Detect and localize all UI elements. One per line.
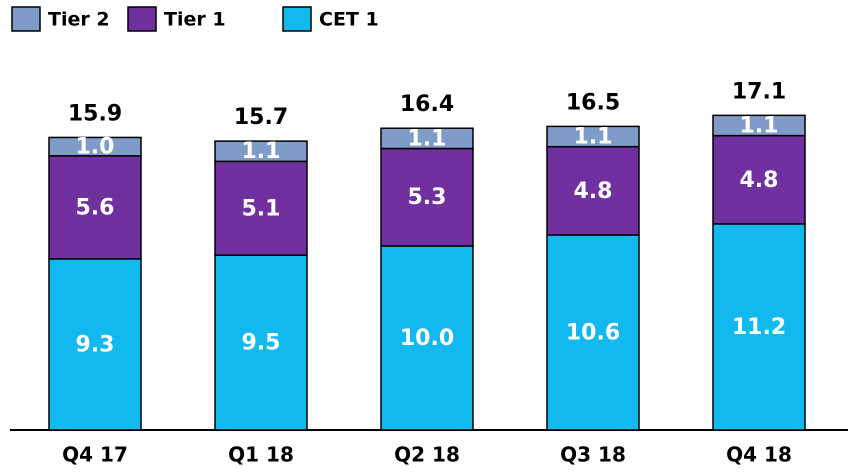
bar-segment: [546, 145, 640, 236]
data-label: 1.1: [740, 113, 779, 138]
bar-segment: [380, 127, 474, 150]
total-label: 17.1: [732, 79, 786, 104]
legend-label: CET 1: [319, 9, 379, 31]
bar-segment: [380, 245, 474, 431]
total-label: 16.5: [566, 90, 620, 115]
x-tick-label: Q2 18: [394, 443, 460, 467]
x-tick-label: Q3 18: [560, 443, 626, 467]
legend-label: Tier 2: [48, 9, 110, 31]
data-label: 11.2: [732, 315, 786, 340]
legend-label: Tier 1: [164, 9, 226, 31]
data-label: 5.3: [408, 185, 447, 210]
data-label: 1.1: [242, 139, 281, 164]
bar-segment: [48, 136, 142, 157]
bar-segment: [380, 147, 474, 247]
bar-segment: [712, 223, 806, 431]
x-tick-label: Q1 18: [228, 443, 294, 467]
data-label: 1.1: [408, 126, 447, 151]
data-label: 5.1: [242, 196, 281, 221]
data-label: 10.6: [566, 320, 620, 345]
data-label: 5.6: [76, 195, 115, 220]
legend-swatch: [11, 6, 41, 32]
data-label: 9.3: [76, 332, 115, 357]
bar-segment: [214, 160, 308, 256]
bar-segment: [48, 258, 142, 431]
bar-segment: [712, 114, 806, 137]
bar-segment: [214, 254, 308, 431]
legend-swatch: [282, 6, 312, 32]
legend-swatch: [127, 6, 157, 32]
data-label: 4.8: [740, 168, 779, 193]
data-label: 9.5: [242, 331, 281, 356]
bar-segment: [214, 140, 308, 163]
data-label: 10.0: [400, 326, 454, 351]
data-label: 1.0: [76, 135, 115, 160]
bar-segment: [712, 134, 806, 225]
total-label: 16.4: [400, 92, 454, 117]
x-tick-label: Q4 17: [62, 443, 128, 467]
x-tick-label: Q4 18: [726, 443, 792, 467]
data-label: 4.8: [574, 179, 613, 204]
data-label: 1.1: [574, 125, 613, 150]
bar-segment: [546, 234, 640, 431]
bar-segment: [48, 155, 142, 260]
total-label: 15.7: [234, 105, 288, 130]
total-label: 15.9: [68, 101, 122, 126]
bar-segment: [546, 125, 640, 148]
